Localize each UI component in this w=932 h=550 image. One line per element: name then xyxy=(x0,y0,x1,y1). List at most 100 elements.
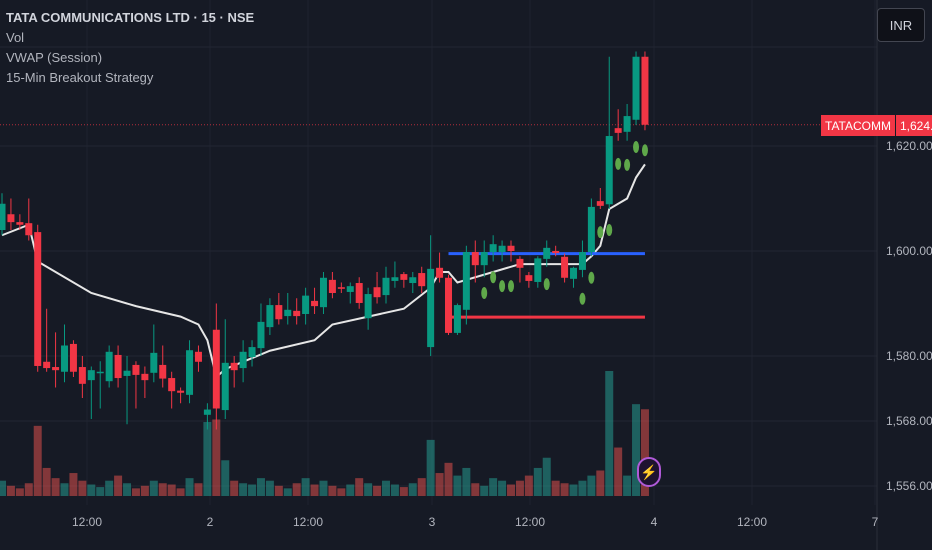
volume-bar xyxy=(131,488,140,496)
volume-bar xyxy=(221,460,230,496)
time-axis-label: 2 xyxy=(206,515,214,529)
signal-marker xyxy=(624,158,631,171)
volume-bar xyxy=(640,409,649,496)
volume-bar xyxy=(42,467,51,496)
volume-bar xyxy=(551,480,560,496)
volume-bar xyxy=(203,422,212,496)
candle-body xyxy=(632,56,640,120)
candle-body xyxy=(302,295,310,314)
time-axis-label: 12:00 xyxy=(71,515,103,529)
volume-bar xyxy=(462,467,471,496)
candle-body xyxy=(346,286,354,292)
volume-bar xyxy=(578,480,587,496)
candle-body xyxy=(16,222,24,225)
candle-body xyxy=(445,277,452,333)
signal-marker xyxy=(508,280,515,293)
volume-bar xyxy=(194,483,203,496)
volume-bar xyxy=(408,483,417,496)
candle-body xyxy=(194,351,202,362)
candle-body xyxy=(427,268,435,348)
volume-bar xyxy=(33,425,42,496)
currency-button[interactable]: INR xyxy=(877,8,925,42)
candle-body xyxy=(641,56,649,125)
candle-body xyxy=(78,367,86,384)
legend-volume[interactable]: Vol xyxy=(6,30,25,45)
candle-body xyxy=(498,245,506,253)
legend-vwap[interactable]: VWAP (Session) xyxy=(6,50,103,65)
candle-body xyxy=(212,329,220,409)
candle-body xyxy=(123,370,131,376)
last-price-tag: TATACOMM 1,624.05 xyxy=(821,115,932,136)
volume-bar xyxy=(399,487,408,496)
candle-body xyxy=(552,251,560,254)
volume-bar xyxy=(524,475,533,496)
volume-bar xyxy=(560,483,569,496)
candle-body xyxy=(570,267,578,279)
candle-body xyxy=(177,390,185,393)
volume-bar xyxy=(498,480,507,496)
volume-bar xyxy=(96,487,105,496)
candle-body xyxy=(319,277,327,308)
price-axis-label: 1,580.00 xyxy=(886,349,932,363)
volume-bar xyxy=(328,485,337,496)
price-tag-symbol: TATACOMM xyxy=(821,115,895,136)
volume-bar xyxy=(489,478,498,496)
volume-bar xyxy=(435,473,444,496)
signal-marker xyxy=(641,144,648,157)
volume-bar xyxy=(453,475,462,496)
price-axis-label: 1,568.00 xyxy=(886,414,932,428)
signal-marker xyxy=(481,287,488,299)
candle-body xyxy=(96,371,104,374)
candle-body xyxy=(186,350,194,395)
candle-body xyxy=(471,252,479,266)
candle-body xyxy=(7,214,15,223)
time-axis-label: 4 xyxy=(650,515,658,529)
candle-body xyxy=(150,352,158,373)
candle-body xyxy=(605,136,613,205)
candle-body xyxy=(114,354,122,379)
volume-bar xyxy=(390,484,399,496)
legend-strategy[interactable]: 15-Min Breakout Strategy xyxy=(6,70,154,85)
volume-bar xyxy=(283,488,292,496)
candle-body xyxy=(257,321,265,349)
candle-body xyxy=(489,244,497,253)
signal-marker xyxy=(606,224,613,236)
candle-body xyxy=(364,294,372,319)
candle-body xyxy=(168,378,176,392)
time-axis-label: 7 xyxy=(871,515,879,529)
candle-body xyxy=(453,305,461,333)
volume-bar xyxy=(60,483,69,496)
volume-bar xyxy=(78,480,87,496)
candle-body xyxy=(462,252,470,310)
volume-bar xyxy=(0,480,6,496)
candle-body xyxy=(409,277,417,284)
candle-body xyxy=(507,245,515,251)
vwap-line xyxy=(1,163,646,379)
candle-body xyxy=(230,362,238,371)
candle-body xyxy=(221,362,229,411)
candle-body xyxy=(480,252,488,266)
candle-body xyxy=(382,277,390,296)
signal-marker xyxy=(597,226,604,239)
volume-bar xyxy=(292,483,301,496)
candle-body xyxy=(587,206,595,253)
volume-bar xyxy=(373,485,382,496)
volume-bar xyxy=(471,483,480,496)
candle-body xyxy=(623,116,631,132)
candle-body xyxy=(614,128,622,133)
volume-bar xyxy=(381,480,390,496)
candle-body xyxy=(311,300,319,307)
volume-bar xyxy=(605,371,614,496)
symbol-title[interactable]: TATA COMMUNICATIONS LTD · 15 · NSE xyxy=(6,10,255,25)
candle-body xyxy=(275,305,283,320)
candle-body xyxy=(373,287,381,298)
candle-body xyxy=(52,367,60,371)
signal-marker xyxy=(499,280,506,293)
candle-body xyxy=(355,283,363,303)
signal-marker xyxy=(490,271,497,284)
volume-bar xyxy=(623,475,632,496)
volume-bar xyxy=(87,484,96,496)
candle-body xyxy=(43,361,51,369)
lightning-bolt-icon[interactable]: ⚡ xyxy=(637,457,661,487)
